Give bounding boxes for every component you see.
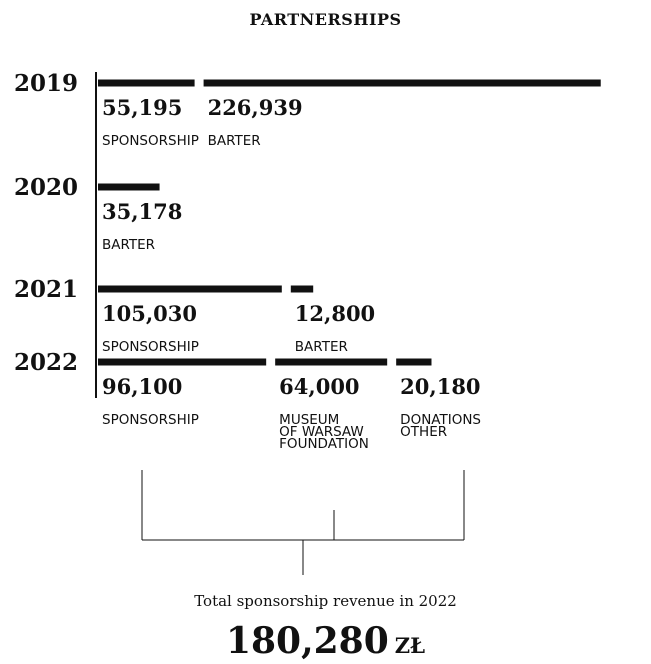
bar-2022-2 — [275, 358, 388, 366]
year-label-2019: 2019 — [14, 70, 78, 97]
summary-total: 180,280 ZŁ — [0, 620, 651, 662]
bar-2020-1 — [98, 183, 160, 191]
year-label-2022: 2022 — [14, 349, 78, 376]
category-label-2021-1: SPONSORSHIP — [102, 339, 199, 355]
bar-2022-1 — [98, 358, 267, 366]
value-label-2022-2: 64,000 — [279, 374, 359, 399]
summary-label: Total sponsorship revenue in 2022 — [194, 592, 457, 610]
value-label-2019-2: 226,939 — [208, 95, 303, 120]
summary-unit: ZŁ — [394, 633, 426, 658]
bar-2021-1 — [98, 285, 282, 293]
value-label-2020-1: 35,178 — [102, 199, 182, 224]
category-label-2022-1: SPONSORSHIP — [102, 412, 199, 428]
summary-value: 180,280 — [225, 620, 389, 662]
category-label-2022-2: FOUNDATION — [279, 436, 369, 452]
year-label-2020: 2020 — [14, 174, 78, 201]
value-label-2019-1: 55,195 — [102, 95, 182, 120]
value-label-2021-2: 12,800 — [295, 301, 375, 326]
category-label-2022-2: MUSEUM — [279, 412, 339, 428]
chart-title: PARTNERSHIPS — [249, 10, 402, 29]
category-label-2020-1: BARTER — [102, 237, 155, 253]
value-label-2022-1: 96,100 — [102, 374, 182, 399]
value-label-2021-1: 105,030 — [102, 301, 197, 326]
category-label-2019-1: SPONSORSHIP — [102, 133, 199, 149]
bar-2019-2 — [203, 79, 601, 87]
category-label-2021-2: BARTER — [295, 339, 348, 355]
value-label-2022-3: 20,180 — [400, 374, 480, 399]
bar-2022-3 — [396, 358, 432, 366]
bar-2021-2 — [290, 285, 314, 293]
bar-2019-1 — [98, 79, 195, 87]
category-label-2022-2: OF WARSAW — [279, 424, 364, 440]
category-label-2019-2: BARTER — [208, 133, 261, 149]
year-label-2021: 2021 — [14, 276, 78, 303]
category-label-2022-3: OTHER — [400, 424, 447, 440]
category-label-2022-3: DONATIONS — [400, 412, 481, 428]
